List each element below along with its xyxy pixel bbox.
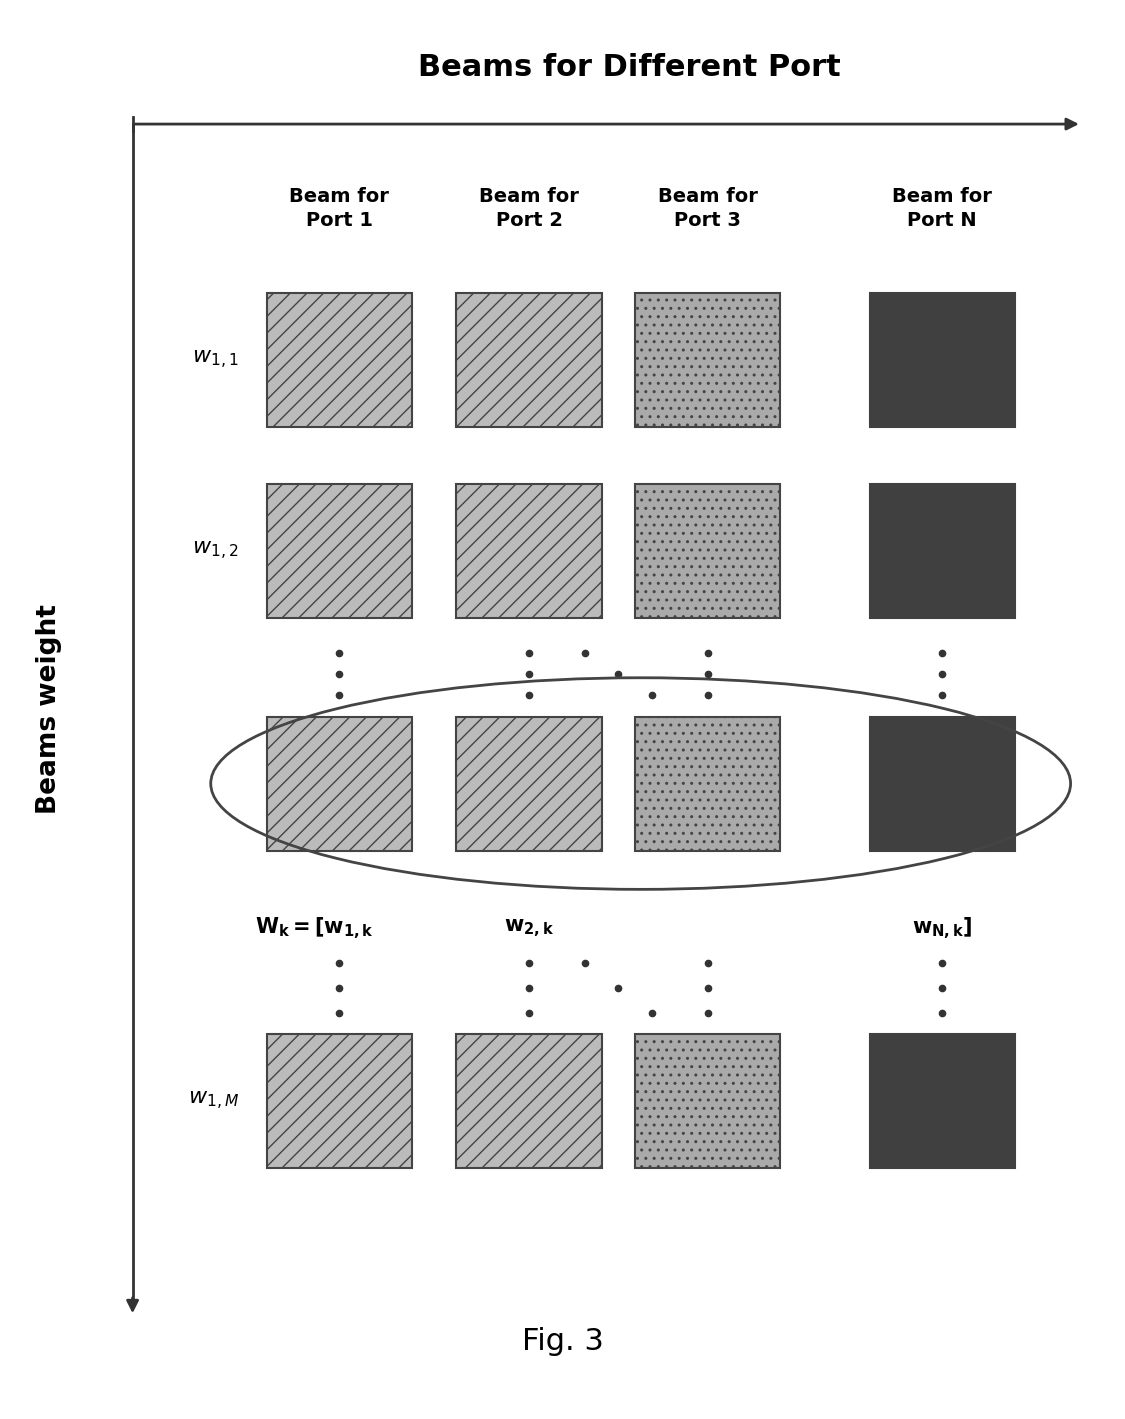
Bar: [636, 294, 781, 427]
Text: $w_{1,M}$: $w_{1,M}$: [188, 1090, 238, 1112]
Bar: [267, 484, 412, 617]
Bar: [457, 484, 602, 617]
Bar: [870, 294, 1015, 427]
Bar: [636, 717, 781, 850]
Text: $w_{1,2}$: $w_{1,2}$: [192, 539, 238, 562]
Bar: [870, 717, 1015, 850]
Bar: [457, 1034, 602, 1168]
Bar: [267, 1034, 412, 1168]
Bar: [636, 484, 781, 617]
Text: $\bf{w_{N,k}]}$: $\bf{w_{N,k}]}$: [912, 915, 972, 941]
Text: Beams weight: Beams weight: [36, 604, 62, 815]
Text: Beam for
Port 1: Beam for Port 1: [289, 187, 389, 230]
Bar: [870, 484, 1015, 617]
Text: Beam for
Port 2: Beam for Port 2: [479, 187, 579, 230]
Text: Beam for
Port 3: Beam for Port 3: [658, 187, 757, 230]
Text: Fig. 3: Fig. 3: [522, 1327, 603, 1357]
Bar: [870, 1034, 1015, 1168]
Bar: [457, 717, 602, 850]
Text: $\bf{W_k=[w_{1,k}}$: $\bf{W_k=[w_{1,k}}$: [255, 915, 375, 941]
Text: $\bf{w_{2,k}}$: $\bf{w_{2,k}}$: [504, 918, 554, 939]
Text: Beam for
Port N: Beam for Port N: [892, 187, 992, 230]
Text: Beams for Different Port: Beams for Different Port: [418, 53, 840, 82]
Bar: [636, 1034, 781, 1168]
Bar: [457, 294, 602, 427]
Text: $w_{1,1}$: $w_{1,1}$: [192, 349, 238, 372]
Bar: [267, 294, 412, 427]
Bar: [267, 717, 412, 850]
